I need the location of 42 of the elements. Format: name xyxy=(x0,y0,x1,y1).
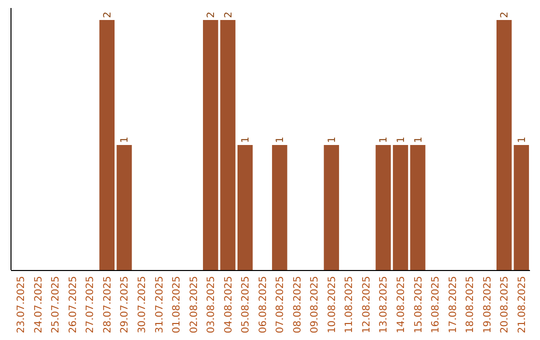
x-tick-label: 11.08.2025 xyxy=(344,276,356,334)
x-tick-label: 26.07.2025 xyxy=(68,276,79,334)
x-tick-label: 23.07.2025 xyxy=(16,276,28,334)
x-tick-label: 31.07.2025 xyxy=(154,276,166,334)
data-label: 1 xyxy=(326,136,338,143)
x-tick-label: 13.08.2025 xyxy=(378,276,390,334)
x-tick-label: 07.08.2025 xyxy=(275,276,286,334)
x-tick-label: 28.07.2025 xyxy=(102,276,114,334)
x-tick-label: 30.07.2025 xyxy=(137,276,148,334)
x-tick-label: 27.07.2025 xyxy=(85,276,96,334)
data-label: 2 xyxy=(102,12,114,18)
x-tick-label: 10.08.2025 xyxy=(326,276,338,334)
x-tick-label: 15.08.2025 xyxy=(413,276,424,334)
x-tick-label: 21.08.2025 xyxy=(516,276,528,334)
x-tick-label: 03.08.2025 xyxy=(206,276,218,334)
data-label: 1 xyxy=(120,136,131,143)
x-tick-label: 18.08.2025 xyxy=(465,276,476,334)
x-tick-label: 17.08.2025 xyxy=(448,276,459,334)
data-label: 2 xyxy=(206,12,218,18)
data-label: 2 xyxy=(500,12,511,18)
data-label: 1 xyxy=(240,136,252,143)
x-tick-label: 09.08.2025 xyxy=(310,276,321,334)
x-tick-label: 19.08.2025 xyxy=(482,276,494,334)
x-tick-label: 25.07.2025 xyxy=(50,276,62,334)
x-tick-label: 02.08.2025 xyxy=(188,276,200,334)
data-label: 1 xyxy=(378,136,390,143)
x-tick-label: 04.08.2025 xyxy=(223,276,234,334)
x-tick-label: 12.08.2025 xyxy=(361,276,372,334)
x-tick-label: 08.08.2025 xyxy=(292,276,304,334)
x-tick-label: 24.07.2025 xyxy=(33,276,44,334)
data-label: 1 xyxy=(396,136,407,143)
x-tick-label: 16.08.2025 xyxy=(430,276,442,334)
data-label: 2 xyxy=(223,12,234,18)
x-tick-label: 20.08.2025 xyxy=(500,276,511,334)
x-tick-label: 05.08.2025 xyxy=(240,276,252,334)
x-tick-label: 06.08.2025 xyxy=(258,276,269,334)
x-tick-label: 14.08.2025 xyxy=(396,276,407,334)
data-label: 1 xyxy=(516,136,528,143)
x-tick-label: 01.08.2025 xyxy=(172,276,183,334)
x-tick-label: 29.07.2025 xyxy=(120,276,131,334)
data-label: 1 xyxy=(275,136,286,143)
data-label: 1 xyxy=(413,136,424,143)
